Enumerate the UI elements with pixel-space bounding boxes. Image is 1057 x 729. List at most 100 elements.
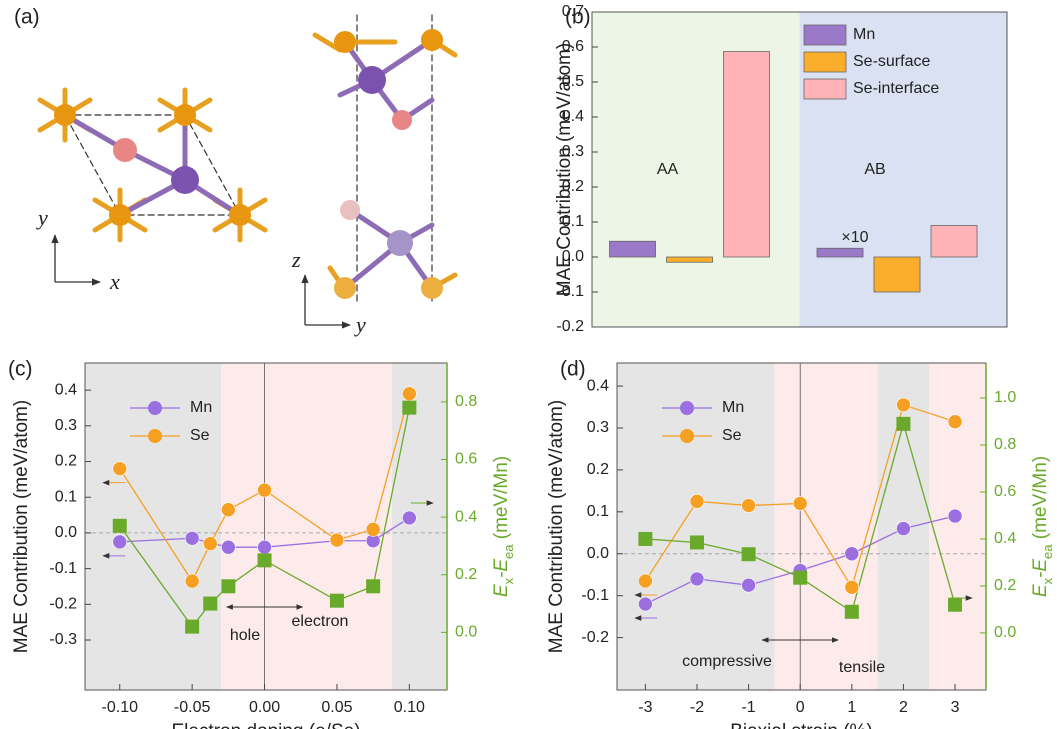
y2-tick-label: 0.4 <box>455 508 477 525</box>
shaded-region <box>617 363 774 690</box>
marker <box>845 605 859 619</box>
x-axis-title: Biaxial strain (%) <box>730 721 873 729</box>
category-label: AA <box>657 161 679 178</box>
marker <box>185 531 199 545</box>
marker <box>113 462 127 476</box>
side-view <box>315 15 455 305</box>
y2-title-part: (meV/Mn) <box>1030 456 1051 545</box>
panel-label: (c) <box>8 358 33 381</box>
x-tick-label: 2 <box>899 699 908 716</box>
y2-tick-label: 0.0 <box>994 624 1016 641</box>
marker <box>221 540 235 554</box>
legend-label: Se <box>190 427 210 444</box>
y2-axis-title: Ex-Eea (meV/Mn) <box>491 456 516 597</box>
marker <box>402 401 416 415</box>
legend-label: Mn <box>853 26 875 43</box>
y-tick-label: 0.3 <box>55 417 77 434</box>
y-tick-label: -0.3 <box>49 631 77 648</box>
marker <box>638 574 652 588</box>
marker <box>690 535 704 549</box>
marker <box>948 598 962 612</box>
marker <box>690 494 704 508</box>
y2-title-part: -E <box>491 559 512 578</box>
axis-letter: y <box>354 312 366 337</box>
marker <box>948 415 962 429</box>
annotation: compressive <box>682 653 772 670</box>
marker <box>366 579 380 593</box>
y-tick-label: 0.1 <box>55 488 77 505</box>
marker <box>258 483 272 497</box>
marker <box>366 522 380 536</box>
marker <box>638 597 652 611</box>
x-axis-title: Electron doping (e/Se) <box>171 721 360 729</box>
legend-swatch <box>804 79 846 99</box>
marker <box>330 594 344 608</box>
legend-marker <box>680 401 694 415</box>
y-tick-label: 0.2 <box>587 461 609 478</box>
marker <box>845 580 859 594</box>
y-tick-label: -0.1 <box>581 587 609 604</box>
marker <box>845 547 859 561</box>
y2-title-part: -E <box>1030 559 1051 578</box>
legend-swatch <box>804 52 846 72</box>
axis-letter: z <box>291 247 301 272</box>
marker <box>113 519 127 533</box>
marker <box>185 574 199 588</box>
y-tick-label: 0.0 <box>587 545 609 562</box>
y2-tick-label: 0.2 <box>455 566 477 583</box>
y2-tick-label: 0.6 <box>455 451 477 468</box>
page: {"panel_a": {"panel_label": "(a)", "axes… <box>0 0 1057 729</box>
x-tick-label: 0 <box>796 699 805 716</box>
y-tick-label: 0.4 <box>55 381 77 398</box>
marker <box>896 417 910 431</box>
y-tick-label: -0.2 <box>581 629 609 646</box>
x-tick-label: 3 <box>951 699 960 716</box>
y-tick-label: 0.7 <box>562 3 584 20</box>
legend-label: Mn <box>722 399 744 416</box>
panel-a: (a) y x <box>14 6 455 338</box>
x-tick-label: -2 <box>690 699 704 716</box>
annotation: ×10 <box>841 229 868 246</box>
marker <box>402 511 416 525</box>
legend-marker <box>680 429 694 443</box>
legend-label: Mn <box>190 399 212 416</box>
marker <box>185 620 199 634</box>
y-tick-label: 0.2 <box>55 453 77 470</box>
y-tick-label: -0.2 <box>556 318 584 335</box>
bar <box>874 257 920 292</box>
marker <box>742 578 756 592</box>
marker <box>690 572 704 586</box>
x-tick-label: 1 <box>847 699 856 716</box>
top-axes <box>55 235 100 282</box>
annotation: tensile <box>839 659 885 676</box>
bar <box>610 241 656 257</box>
axis-letter: y <box>36 205 48 230</box>
shaded-region <box>774 363 877 690</box>
panel-label: (d) <box>560 358 586 381</box>
x-tick-label: 0.05 <box>321 699 352 716</box>
y-axis-title: MAE Contribution (meV/atom) <box>554 43 575 296</box>
y2-title-part: ea <box>1040 544 1055 559</box>
category-label: AB <box>864 161 885 178</box>
y-tick-label: 0.0 <box>55 524 77 541</box>
y2-tick-label: 1.0 <box>994 389 1016 406</box>
figure: (a) y x <box>0 0 1057 729</box>
marker <box>793 496 807 510</box>
y2-axis-title: Ex-Eea (meV/Mn) <box>1030 456 1055 597</box>
y2-tick-label: 0.2 <box>994 577 1016 594</box>
y-tick-label: 0.3 <box>587 419 609 436</box>
legend-label: Se-surface <box>853 53 930 70</box>
y2-title-part: (meV/Mn) <box>491 456 512 545</box>
x-tick-label: -0.05 <box>174 699 211 716</box>
y2-tick-label: 0.8 <box>994 436 1016 453</box>
marker <box>258 553 272 567</box>
marker <box>203 537 217 551</box>
marker <box>638 532 652 546</box>
annotation: electron <box>292 613 349 630</box>
x-tick-label: -0.10 <box>102 699 139 716</box>
marker <box>203 597 217 611</box>
marker <box>113 535 127 549</box>
y-axis-title: MAE Contribution (meV/atom) <box>546 400 567 653</box>
annotation: hole <box>230 627 260 644</box>
y2-title-part: E <box>1030 584 1051 597</box>
